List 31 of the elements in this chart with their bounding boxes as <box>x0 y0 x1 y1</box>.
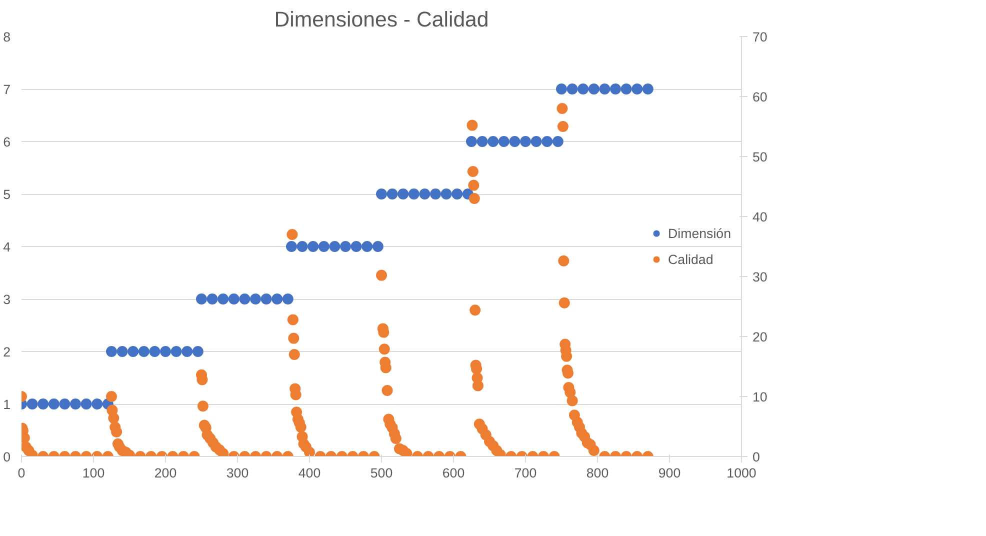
y-tick-label: 5 <box>3 187 11 202</box>
x-tick-label: 800 <box>586 466 609 480</box>
y2-tick-label: 40 <box>752 210 768 224</box>
legend-label: Dimensión <box>668 226 731 240</box>
y2-tick-label: 10 <box>752 390 768 404</box>
y-tick-label: 8 <box>3 30 11 44</box>
chart-title: Dimensiones - Calidad <box>274 8 489 32</box>
y-tick-label: 3 <box>3 292 11 307</box>
x-tick-label: 500 <box>370 466 393 480</box>
y-tick-label: 7 <box>3 82 11 97</box>
y2-tick-label: 70 <box>752 30 768 44</box>
x-tick-label: 600 <box>442 466 465 480</box>
x-tick-label: 300 <box>226 466 249 480</box>
y2-tick-label: 60 <box>752 90 768 104</box>
y-tick-label: 6 <box>3 134 11 150</box>
x-tick-label: 700 <box>514 466 537 480</box>
y-tick-label: 0 <box>3 450 11 464</box>
x-tick-label: 100 <box>82 466 105 480</box>
x-tick-label: 400 <box>298 466 321 480</box>
x-tick-label: 200 <box>154 466 177 480</box>
y2-tick-label: 20 <box>752 330 768 344</box>
x-tick-label: 900 <box>658 466 681 480</box>
y2-tick-label: 30 <box>752 270 768 284</box>
y-tick-label: 1 <box>3 397 11 412</box>
y-tick-label: 2 <box>3 344 11 360</box>
x-tick-label: 1000 <box>726 466 756 480</box>
y-tick-label: 4 <box>3 240 12 254</box>
y2-tick-label: 50 <box>752 150 768 164</box>
x-tick-label: 0 <box>18 466 26 480</box>
legend-label: Calidad <box>668 252 714 266</box>
y2-tick-label: 0 <box>752 450 760 464</box>
